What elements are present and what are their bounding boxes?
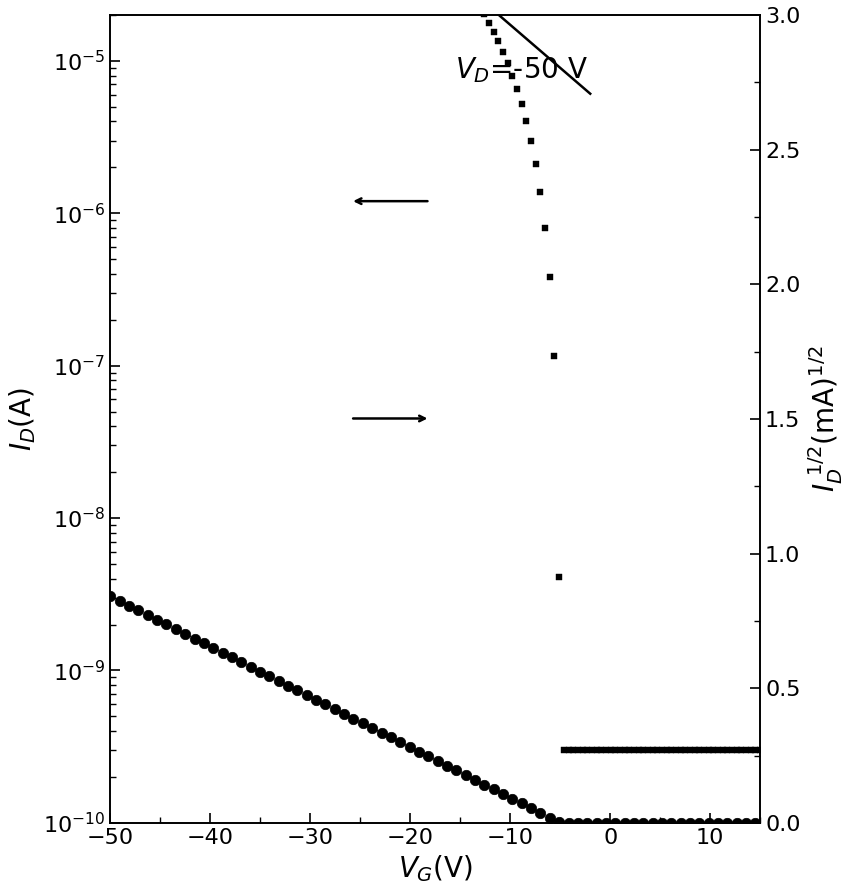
Text: $V_D$=-50 V: $V_D$=-50 V bbox=[455, 55, 588, 86]
Y-axis label: $I_D^{\ 1/2}$(mA)$^{1/2}$: $I_D^{\ 1/2}$(mA)$^{1/2}$ bbox=[806, 346, 845, 492]
Y-axis label: $I_D$(A): $I_D$(A) bbox=[7, 387, 37, 451]
X-axis label: $V_G$(V): $V_G$(V) bbox=[398, 854, 473, 884]
